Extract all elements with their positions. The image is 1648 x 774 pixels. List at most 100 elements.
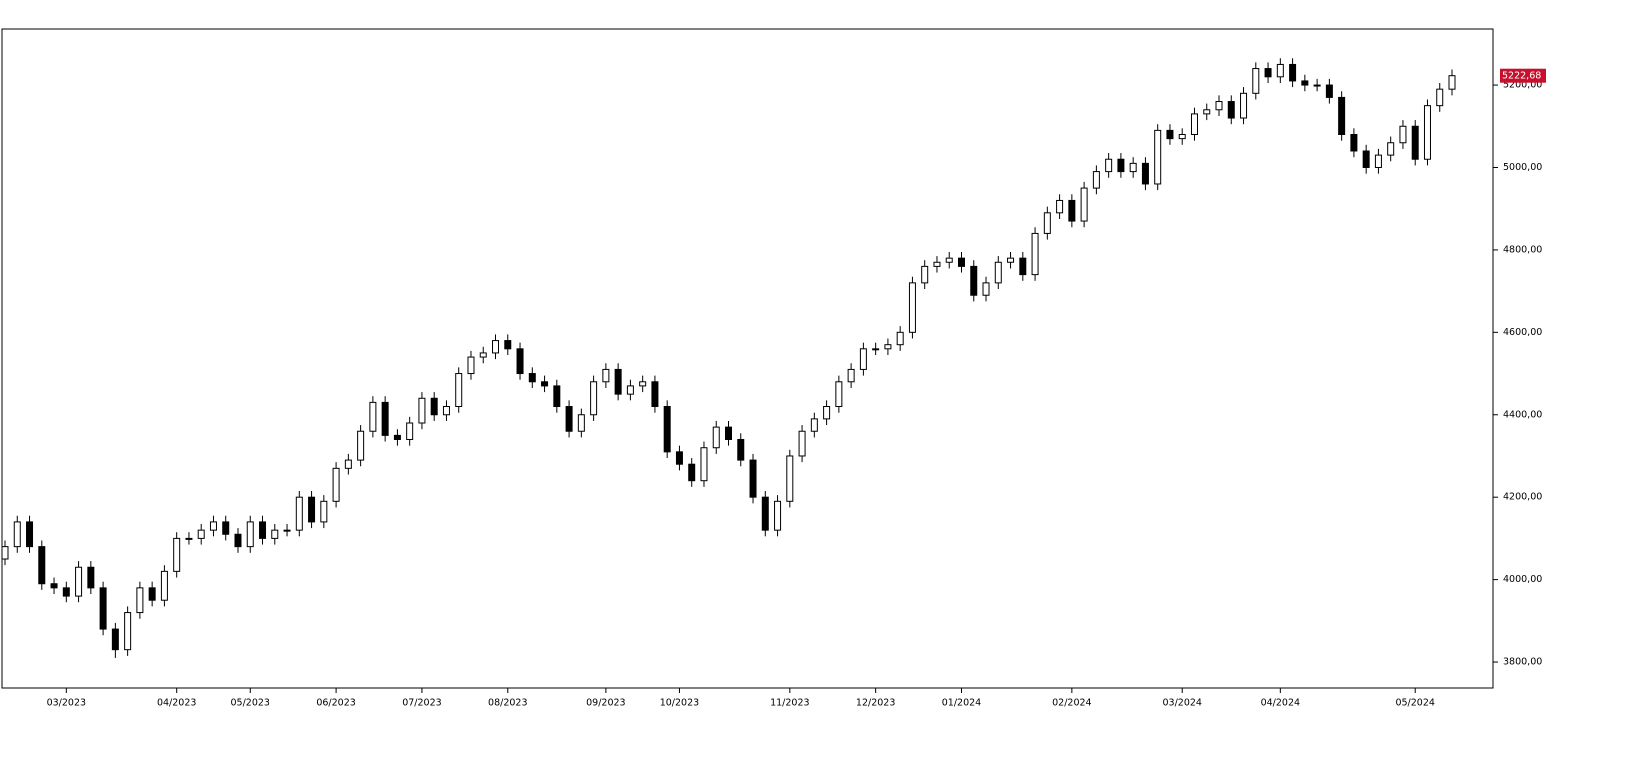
candle-body xyxy=(246,521,254,548)
candle-body xyxy=(1080,187,1088,222)
candle-body xyxy=(1276,63,1284,78)
candle-body xyxy=(332,467,340,502)
candle-body xyxy=(160,570,168,601)
y-tick-label: 4600,00 xyxy=(1503,327,1542,338)
candle-body xyxy=(933,261,941,267)
candle-body xyxy=(1019,257,1027,276)
candle-body xyxy=(957,257,965,267)
candle-body xyxy=(111,628,119,651)
candle-body xyxy=(700,447,708,482)
candle-body xyxy=(565,406,573,432)
candle-body xyxy=(381,401,389,436)
candle-body xyxy=(994,261,1002,284)
candle-body xyxy=(13,521,21,548)
x-tick-label: 01/2024 xyxy=(942,698,981,709)
candle-body xyxy=(1399,125,1407,144)
candle-body xyxy=(847,368,855,383)
candle-body xyxy=(1338,96,1346,136)
candle-body xyxy=(1362,150,1370,168)
candle-body xyxy=(1,546,9,560)
candle-body xyxy=(749,459,757,498)
x-tick-label: 09/2023 xyxy=(586,698,625,709)
candle-body xyxy=(1289,63,1297,82)
candle-body xyxy=(590,381,598,416)
candle-body xyxy=(1105,158,1113,173)
candle-body xyxy=(810,418,818,432)
x-tick-label: 11/2023 xyxy=(770,698,809,709)
candle-body xyxy=(1117,158,1125,173)
candle-body xyxy=(357,430,365,461)
candle-body xyxy=(516,348,524,375)
candle-body xyxy=(1031,232,1039,276)
candle-body xyxy=(945,257,953,263)
x-tick-label: 08/2023 xyxy=(488,698,527,709)
candle-body xyxy=(393,434,401,440)
candle-body xyxy=(1166,129,1174,140)
candle-body xyxy=(62,587,70,597)
candle-body xyxy=(1092,171,1100,189)
candle-body xyxy=(234,533,242,548)
candle-body xyxy=(712,426,720,449)
candle-body xyxy=(1411,125,1419,160)
candle-body xyxy=(197,529,205,539)
candle-body xyxy=(295,496,303,531)
candle-body xyxy=(798,430,806,457)
candle-body xyxy=(859,348,867,370)
candle-body xyxy=(663,406,671,453)
candle-body xyxy=(1154,129,1162,185)
candle-body xyxy=(614,368,622,395)
candle-body xyxy=(344,459,352,469)
candle-body xyxy=(1056,199,1064,214)
candle-body xyxy=(884,344,892,350)
candle-body xyxy=(651,381,659,408)
candle-body xyxy=(369,401,377,432)
x-tick-label: 03/2023 xyxy=(47,698,86,709)
candle-body xyxy=(455,373,463,408)
candle-body xyxy=(1252,68,1260,94)
last-price-box xyxy=(1500,68,1546,83)
candle-body xyxy=(1190,113,1198,136)
candle-body xyxy=(675,451,683,465)
candle-body xyxy=(442,406,450,416)
candle-body xyxy=(222,521,230,535)
x-tick-label: 05/2024 xyxy=(1395,698,1434,709)
candle-body xyxy=(467,356,475,375)
candle-body xyxy=(1043,212,1051,234)
candle-body xyxy=(1264,68,1272,78)
candle-body xyxy=(639,381,647,387)
x-tick-label: 04/2023 xyxy=(157,698,196,709)
candle-body xyxy=(209,521,217,531)
candle-body xyxy=(835,381,843,408)
candle-body xyxy=(430,397,438,416)
candle-body xyxy=(982,282,990,296)
candle-body xyxy=(1436,88,1444,107)
x-tick-label: 05/2023 xyxy=(231,698,270,709)
candle-body xyxy=(1215,101,1223,111)
candle-body xyxy=(761,496,769,531)
candle-body xyxy=(1227,101,1235,119)
candle-body xyxy=(823,406,831,420)
y-tick-label: 5200,00 xyxy=(1503,80,1542,91)
candle-body xyxy=(896,331,904,346)
candle-body xyxy=(737,438,745,461)
candle-body xyxy=(173,537,181,572)
candle-body xyxy=(271,529,279,539)
plot-frame xyxy=(1,28,1494,689)
candle-body xyxy=(99,587,107,630)
candle-body xyxy=(504,340,512,350)
candle-body xyxy=(921,265,929,284)
candle-body xyxy=(418,397,426,424)
x-tick-label: 07/2023 xyxy=(402,698,441,709)
candle-body xyxy=(1387,142,1395,156)
candle-body xyxy=(1178,134,1186,140)
x-tick-label: 04/2024 xyxy=(1261,698,1300,709)
candle-body xyxy=(75,566,83,597)
candle-body xyxy=(602,368,610,383)
candle-body xyxy=(124,612,132,651)
candle-body xyxy=(1313,84,1321,87)
x-tick-label: 12/2023 xyxy=(856,698,895,709)
candle-body xyxy=(786,455,794,502)
candle-body xyxy=(185,537,193,540)
candle-body xyxy=(479,352,487,358)
